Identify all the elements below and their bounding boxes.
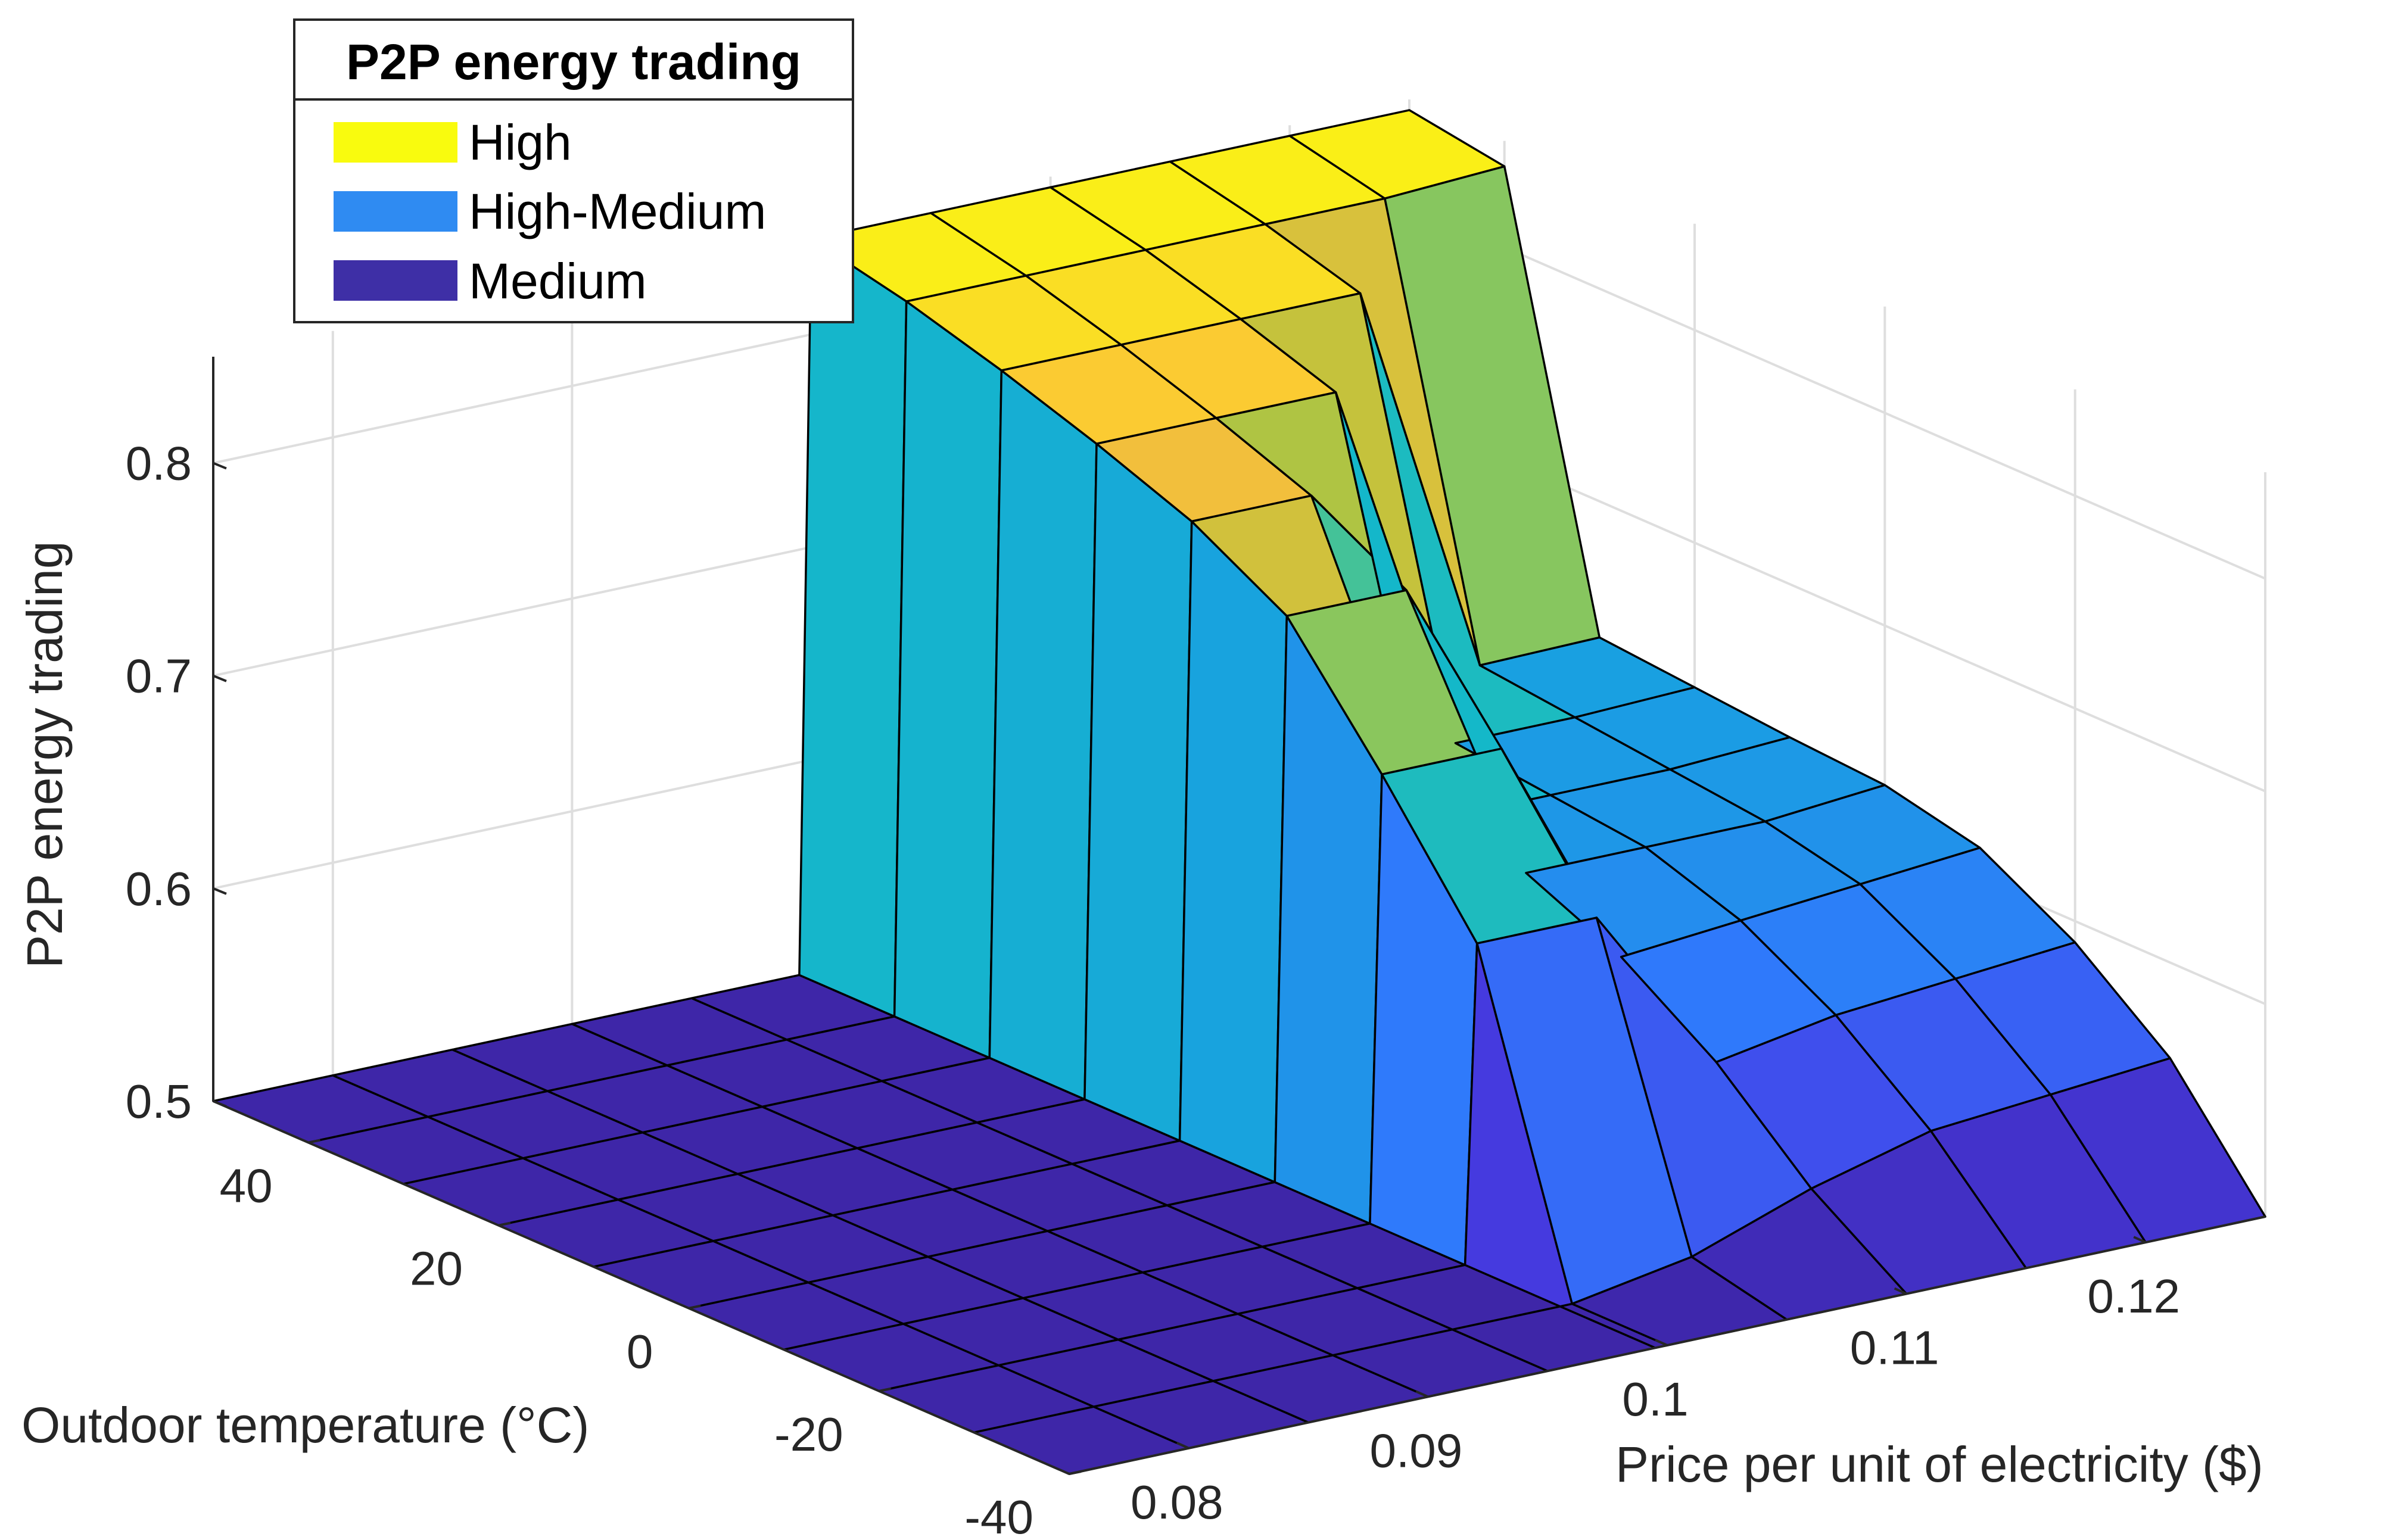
y-tick-label: -40: [964, 1491, 1033, 1537]
legend-swatch-high-medium: [334, 191, 457, 232]
y-tick-mark: [498, 1221, 511, 1227]
surface-patch: [798, 238, 908, 1018]
z-tick-mark: [213, 1100, 227, 1108]
x-tick-label: 0.1: [1622, 1373, 1688, 1426]
y-tick-mark: [308, 1139, 321, 1144]
z-tick-mark: [213, 887, 227, 895]
x-tick-label: 0.12: [2087, 1270, 2180, 1323]
x-tick-mark: [1415, 1390, 1429, 1398]
y-axis-line: [213, 1100, 1070, 1475]
surface-patch: [893, 300, 1003, 1059]
z-tick-mark: [213, 674, 227, 682]
legend-label-high-medium: High-Medium: [469, 183, 767, 239]
surface-patch: [1178, 520, 1288, 1183]
x-tick-label: 0.11: [1850, 1321, 1939, 1374]
z-tick-label: 0.8: [126, 437, 192, 490]
y-tick-mark: [879, 1387, 892, 1392]
legend-label-medium: Medium: [469, 253, 647, 309]
y-tick-mark: [688, 1304, 701, 1310]
surface-patch: [988, 369, 1098, 1101]
legend-swatch-high: [334, 122, 457, 163]
y-tick-label: 20: [410, 1242, 463, 1295]
legend: P2P energy trading High High-Medium Medi…: [293, 18, 854, 323]
z-tick-label: 0.6: [126, 862, 192, 915]
y-tick-label: -20: [774, 1408, 843, 1461]
y-tick-label: 40: [220, 1159, 273, 1212]
x-tick-mark: [2133, 1236, 2147, 1244]
z-tick-label: 0.5: [126, 1075, 192, 1128]
x-tick-label: 0.09: [1370, 1424, 1463, 1477]
surface-patch: [1083, 442, 1193, 1142]
y-axis-label: Outdoor temperature (°C): [21, 1397, 589, 1453]
x-tick-mark: [1894, 1287, 1907, 1295]
z-tick-mark: [213, 462, 227, 470]
legend-label-high: High: [469, 114, 572, 170]
y-tick-mark: [1069, 1470, 1082, 1475]
x-tick-mark: [1655, 1339, 1668, 1346]
y-tick-label: 0: [627, 1325, 653, 1378]
surface-layer: [212, 109, 2266, 1475]
z-axis-label: P2P energy trading: [17, 541, 73, 968]
tick-layer: 0.08 0.09 0.1 0.11 0.12 -40 -20 0 20 40 0.5 0.6 0.7 0…: [126, 437, 2180, 1540]
legend-title: P2P energy trading: [346, 34, 801, 90]
x-axis-label: Price per unit of electricity ($): [1615, 1436, 2263, 1492]
legend-swatch-medium: [334, 260, 457, 301]
x-tick-mark: [1176, 1441, 1190, 1449]
x-tick-label: 0.08: [1131, 1476, 1223, 1529]
z-tick-label: 0.7: [126, 650, 192, 703]
